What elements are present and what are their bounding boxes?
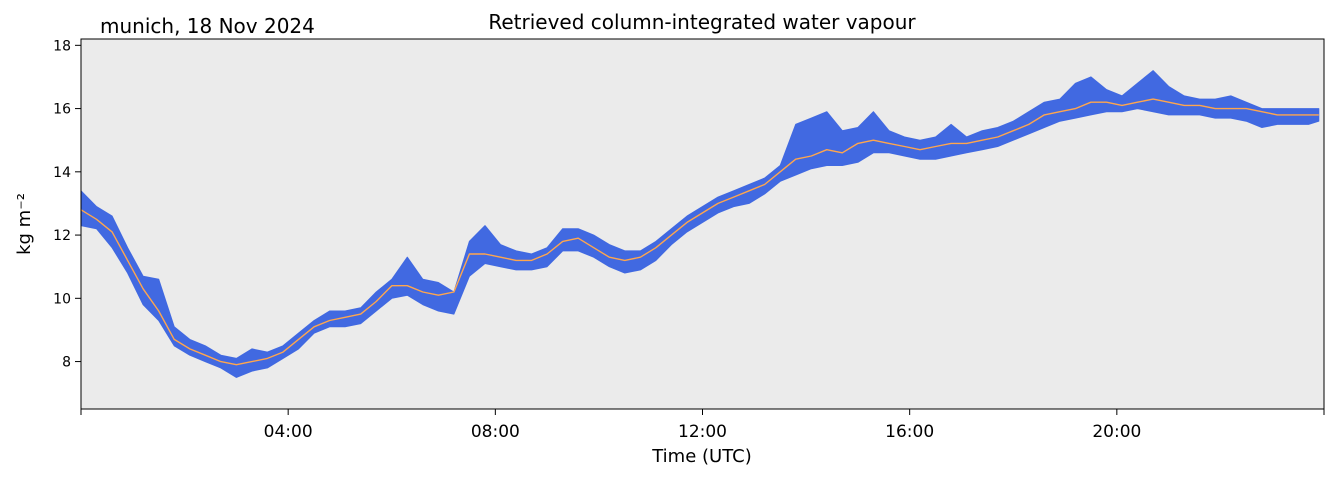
y-tick-label: 8 [62, 355, 71, 371]
x-tick-label: 08:00 [471, 422, 520, 442]
y-axis: 8 10 12 14 16 18 [53, 38, 81, 371]
data-layer [80, 70, 1320, 378]
smoothed-line [80, 98, 1319, 366]
y-tick-label: 12 [53, 228, 71, 244]
x-tick-label: 20:00 [1092, 422, 1141, 442]
x-axis: 04:00 08:00 12:00 16:00 20:00 [80, 409, 1325, 442]
y-tick-label: 14 [53, 165, 71, 181]
y-axis-label: kg m⁻² [14, 193, 35, 255]
y-tick-label: 10 [53, 291, 71, 307]
chart-title: Retrieved column-integrated water vapour [488, 10, 916, 34]
y-tick-label: 16 [53, 102, 71, 118]
x-axis-label: Time (UTC) [651, 446, 752, 467]
x-tick-label: 16:00 [885, 422, 934, 442]
location-date-label: munich, 18 Nov 2024 [100, 14, 315, 38]
x-tick-label: 12:00 [678, 422, 727, 442]
x-tick-label: 04:00 [264, 422, 313, 442]
y-tick-label: 18 [53, 38, 71, 54]
retrieval-band [80, 70, 1320, 378]
